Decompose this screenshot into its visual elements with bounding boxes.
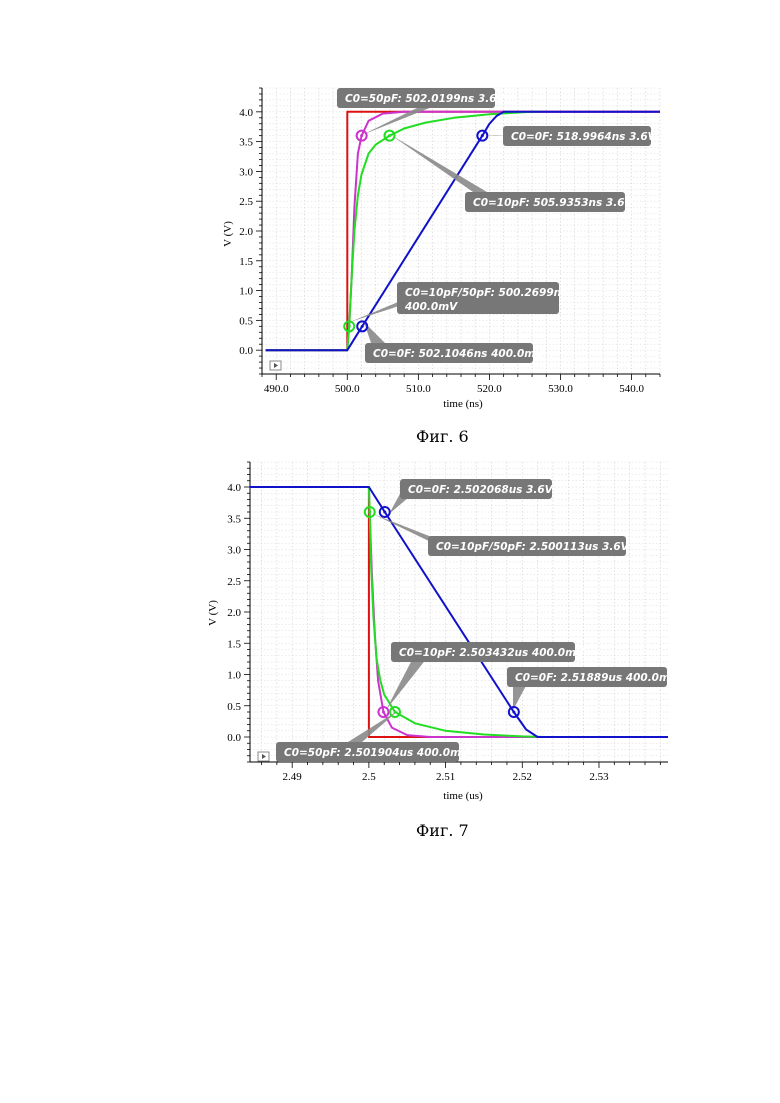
- y-tick-label: 0.5: [239, 315, 253, 327]
- play-icon[interactable]: [257, 751, 270, 762]
- marker-circle[interactable]: [507, 706, 520, 718]
- annotations: C0=0F: 2.502068us 3.6V C0=10pF/50pF: 2.50…: [276, 479, 679, 762]
- y-tick-label: 0.5: [227, 701, 241, 713]
- y-tick-label: 2.0: [239, 226, 253, 238]
- callout-pointer: [348, 710, 399, 742]
- x-tick-label: 2.52: [513, 771, 532, 783]
- marker-dot: [480, 134, 484, 138]
- callout-text: C0=10pF/50pF: 500.2699ns: [405, 287, 567, 299]
- series-line: [250, 486, 546, 738]
- marker-dot: [368, 510, 372, 514]
- callout-box: [276, 742, 459, 762]
- y-tick-label: 1.0: [239, 286, 253, 298]
- y-axis-label: V (V): [222, 221, 234, 247]
- x-tick-label: 2.53: [589, 771, 609, 783]
- marker-dot: [381, 710, 385, 714]
- series-line: [265, 110, 540, 352]
- y-tick-label: 3.0: [239, 166, 253, 178]
- annotations: C0=50pF: 502.0199ns 3.6V C0=0F: 518.9964n…: [337, 88, 657, 363]
- y-tick-label: 2.0: [227, 607, 241, 619]
- y-tick-label: 0.0: [227, 732, 241, 744]
- callout-box: [507, 667, 667, 687]
- x-tick-label: 500.0: [335, 383, 360, 395]
- y-tick-label: 2.5: [227, 576, 241, 588]
- callout-box: [465, 192, 625, 212]
- callout-box: [400, 479, 552, 499]
- callout-text: C0=0F: 2.502068us 3.6V: [408, 484, 554, 496]
- y-tick-label: 3.5: [227, 513, 241, 525]
- marker-circle[interactable]: [388, 706, 401, 718]
- callout-text: C0=0F: 2.51889us 400.0mV: [515, 672, 679, 684]
- axes: 0.0 0.5 1.0 1.5 2.0 2.5 3.0 3.5 4.0 2.49 2.5 2.51 2.…: [227, 461, 668, 783]
- x-tick-label: 540.0: [619, 383, 644, 395]
- x-tick-label: 2.51: [436, 771, 455, 783]
- y-tick-label: 1.0: [227, 670, 241, 682]
- chart-fig7: 0.0 0.5 1.0 1.5 2.0 2.5 3.0 3.5 4.0 2.49 2.5 2.51 2.…: [207, 461, 679, 802]
- marker-circle[interactable]: [476, 129, 489, 142]
- y-tick-label: 1.5: [239, 256, 253, 268]
- callout-pointer: [362, 105, 437, 135]
- callout-pointer: [513, 684, 527, 710]
- marker-circle[interactable]: [343, 320, 356, 333]
- grid: [250, 461, 668, 763]
- marker-dot: [388, 134, 392, 138]
- series-line: [265, 110, 660, 352]
- marker-circle[interactable]: [356, 320, 369, 333]
- y-tick-label: 4.0: [227, 482, 241, 494]
- callout-pointer: [364, 322, 385, 343]
- callout-text: C0=10pF: 2.503432us 400.0mV: [399, 647, 585, 659]
- callout-box: [503, 126, 651, 146]
- series-group: [265, 110, 660, 352]
- marker-dot: [360, 324, 364, 328]
- marker-circle[interactable]: [363, 506, 376, 518]
- callout-box: [391, 642, 575, 662]
- x-tick-label: 490.0: [264, 383, 289, 395]
- callout-text: C0=0F: 502.1046ns 400.0mV: [373, 348, 544, 360]
- y-tick-label: 1.5: [227, 638, 241, 650]
- marker-dot: [347, 324, 351, 328]
- callout-text: C0=10pF/50pF: 2.500113us 3.6V: [436, 541, 630, 553]
- y-tick-label: 2.5: [239, 196, 253, 208]
- x-tick-label: 2.49: [283, 771, 303, 783]
- y-tick-label: 4.0: [239, 107, 253, 119]
- x-tick-label: 520.0: [477, 383, 502, 395]
- chart-fig6: 0.0 0.5 1.0 1.5 2.0 2.5 3.0 3.5 4.0 490.0 500.0 510…: [222, 87, 661, 410]
- marker-circle[interactable]: [378, 506, 391, 518]
- y-tick-label: 0.0: [239, 345, 253, 357]
- callout-box: [337, 88, 495, 108]
- figure-caption: Фиг. 6: [416, 427, 469, 446]
- y-axis-label: V (V): [207, 600, 219, 626]
- callout-box: [365, 343, 533, 363]
- callout-pointer: [386, 658, 427, 710]
- callout-text: C0=50pF: 2.501904us 400.0mV: [284, 747, 470, 759]
- figure-caption: Фиг. 7: [416, 821, 469, 840]
- callout-text: C0=10pF: 505.9353ns 3.6V: [473, 197, 634, 209]
- marker-dot: [393, 710, 397, 714]
- marker-dot: [360, 134, 364, 138]
- x-tick-label: 2.5: [362, 771, 376, 783]
- marker-dot: [512, 710, 516, 714]
- callout-text: 400.0mV: [404, 301, 458, 313]
- marker-circle[interactable]: [355, 129, 368, 142]
- y-tick-label: 3.5: [239, 137, 253, 149]
- marker-circle[interactable]: [383, 129, 396, 142]
- marker-dot: [383, 510, 387, 514]
- callout-text: C0=50pF: 502.0199ns 3.6V: [345, 93, 506, 105]
- x-tick-label: 510.0: [406, 383, 431, 395]
- callout-text: C0=0F: 518.9964ns 3.6V: [511, 131, 657, 143]
- y-tick-label: 3.0: [227, 545, 241, 557]
- x-axis-label: time (us): [443, 790, 483, 802]
- callout-box: [397, 282, 559, 314]
- callout-box: [428, 536, 626, 556]
- x-tick-label: 530.0: [548, 383, 573, 395]
- axes: 0.0 0.5 1.0 1.5 2.0 2.5 3.0 3.5 4.0 490.0 500.0 510…: [239, 87, 661, 395]
- x-axis-label: time (ns): [443, 398, 483, 410]
- plot-area: [250, 462, 668, 762]
- callout-pointer: [391, 135, 487, 192]
- marker-circle[interactable]: [377, 706, 390, 718]
- play-icon[interactable]: [269, 360, 282, 371]
- callout-pointer: [373, 514, 447, 543]
